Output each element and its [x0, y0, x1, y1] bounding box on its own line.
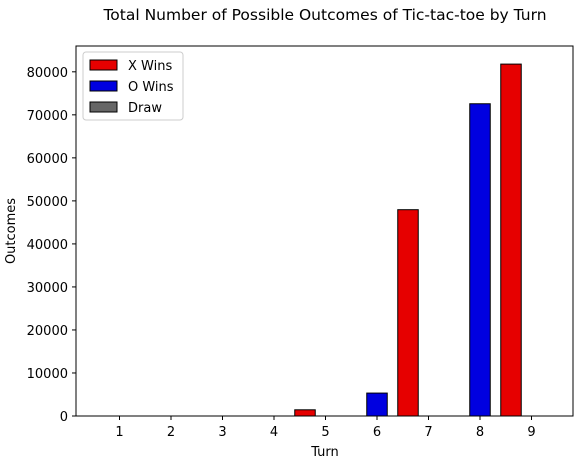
- x-tick-label: 3: [218, 425, 226, 440]
- legend-swatch-draw: [89, 101, 118, 113]
- x-tick-label: 6: [373, 425, 381, 440]
- y-tick-label: 50000: [27, 195, 68, 210]
- y-tick-label: 70000: [27, 109, 68, 124]
- y-tick-label: 60000: [27, 152, 68, 167]
- plot-frame: [75, 45, 574, 417]
- legend-label: X Wins: [128, 59, 172, 74]
- bar-x-wins-turn-9: [500, 63, 522, 417]
- x-tick-label: 8: [476, 425, 484, 440]
- y-axis-label: Outcomes: [4, 198, 19, 264]
- bar-o-wins-turn-8: [469, 103, 491, 417]
- x-tick-label: 4: [270, 425, 278, 440]
- legend: X Wins O Wins Draw: [82, 51, 184, 121]
- bar-x-wins-turn-7: [397, 209, 419, 417]
- x-tick-label: 1: [115, 425, 123, 440]
- chart-title: Total Number of Possible Outcomes of Tic…: [102, 6, 546, 24]
- y-tick-label: 40000: [27, 238, 68, 253]
- y-tick-label: 20000: [27, 324, 68, 339]
- bar-o-wins-turn-6: [366, 392, 388, 417]
- legend-swatch-x-wins: [89, 59, 118, 71]
- x-tick-label: 9: [527, 425, 535, 440]
- y-tick-label: 30000: [27, 281, 68, 296]
- x-tick-label: 5: [321, 425, 329, 440]
- y-tick-label: 10000: [27, 367, 68, 382]
- legend-label: O Wins: [128, 80, 174, 95]
- x-tick-label: 7: [424, 425, 432, 440]
- bar-x-wins-turn-5: [294, 409, 316, 417]
- y-tick-label: 80000: [27, 66, 68, 81]
- y-tick-label: 0: [60, 410, 68, 425]
- legend-label: Draw: [128, 101, 162, 116]
- x-axis-label: Turn: [310, 445, 339, 460]
- legend-swatch-o-wins: [89, 80, 118, 92]
- x-tick-label: 2: [167, 425, 175, 440]
